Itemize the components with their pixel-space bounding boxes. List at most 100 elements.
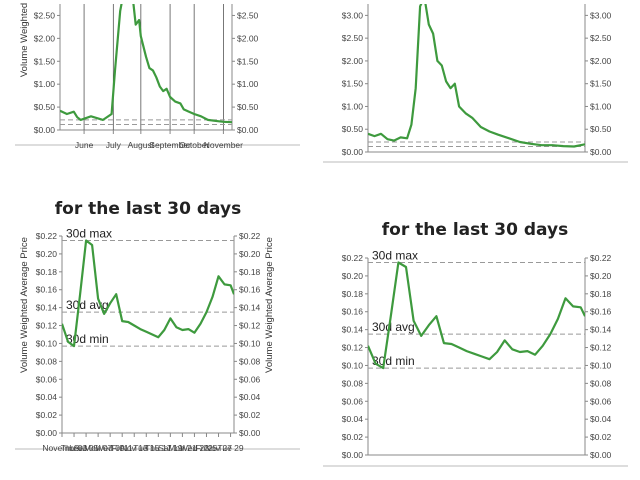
y-tick-label: $0.00 (36, 428, 58, 438)
y-tick-label-right: $2.00 (590, 56, 612, 66)
y-tick-label-right: $0.04 (590, 414, 612, 424)
y-tick-label-right: $0.06 (239, 374, 261, 384)
y-tick-label: $0.50 (34, 102, 56, 112)
reference-label: 30d avg (66, 298, 109, 312)
x-tick-label: Tue 15 (133, 443, 159, 453)
chart-bottom-right: for the last 30 days $0.00 $0.00 $0.02 $0.02… (323, 220, 628, 467)
y-tick-label: $2.00 (342, 56, 364, 66)
y-tick-label-right: $0.00 (237, 125, 259, 135)
x-tick-label: September (149, 140, 191, 150)
x-tick-label: July (106, 140, 122, 150)
reference-label: 30d min (66, 332, 109, 346)
y-tick-label-right: $0.10 (590, 360, 612, 370)
y-tick-label-right: $2.50 (237, 10, 259, 20)
x-tick-label: Sat 05 (74, 443, 99, 453)
x-tick-label: November (204, 140, 243, 150)
chart-bottom-left: for the last 30 days Volume Weighted Aver… (15, 199, 300, 453)
y-tick-label: $0.14 (36, 303, 58, 313)
y-tick-label-right: $0.20 (239, 249, 261, 259)
y-tick-label-right: $1.50 (590, 79, 612, 89)
y-tick-label-right: $0.10 (239, 338, 261, 348)
series-line (368, 261, 585, 370)
reference-label: 30d max (372, 248, 418, 262)
x-tick-label: Fri 11 (112, 443, 133, 453)
y-tick-label-right: $0.22 (239, 231, 261, 241)
y-tick-label-right: $0.18 (590, 289, 612, 299)
y-tick-label: $1.00 (342, 101, 364, 111)
y-tick-label-right: $2.00 (237, 33, 259, 43)
y-tick-label: $0.22 (342, 253, 364, 263)
y-axis-label-right: Volume Weighted Average Price (264, 237, 275, 373)
y-tick-label-right: $1.50 (237, 56, 259, 66)
y-tick-label: $1.00 (34, 79, 56, 89)
y-tick-label: $1.50 (342, 79, 364, 89)
y-tick-label-right: $0.20 (590, 271, 612, 281)
y-tick-label: $1.50 (34, 56, 56, 66)
series-line (60, 4, 232, 124)
x-tick-label: November (42, 443, 81, 453)
y-tick-label: $0.00 (342, 147, 364, 157)
series-line (62, 239, 234, 348)
y-tick-label: $0.18 (36, 267, 58, 277)
y-tick-label: $3.00 (342, 10, 364, 20)
y-tick-label: $0.06 (36, 374, 58, 384)
series-line (368, 4, 585, 148)
x-tick-label: Tue 29 (217, 443, 243, 453)
y-tick-label-right: $0.08 (590, 378, 612, 388)
y-tick-label: $0.04 (342, 414, 364, 424)
y-tick-label-right: $0.12 (590, 343, 612, 353)
y-tick-label: $0.00 (342, 450, 364, 460)
y-tick-label: $0.06 (342, 396, 364, 406)
chart-title: for the last 30 days (55, 199, 241, 219)
y-tick-label: $0.16 (36, 285, 58, 295)
x-tick-label: October (179, 140, 209, 150)
y-tick-label-right: $0.00 (239, 428, 261, 438)
y-tick-label-right: $0.00 (590, 147, 612, 157)
y-tick-label: $2.50 (342, 33, 364, 43)
y-tick-label: $0.10 (342, 360, 364, 370)
y-tick-label: $0.50 (342, 124, 364, 134)
y-tick-label-right: $2.50 (590, 33, 612, 43)
y-tick-label: $0.20 (342, 271, 364, 281)
x-tick-label: Wed 23 (180, 443, 209, 453)
y-tick-label: $0.08 (342, 378, 364, 388)
y-tick-label-right: $0.12 (239, 321, 261, 331)
y-tick-label: $0.10 (36, 338, 58, 348)
y-tick-label: $0.02 (342, 432, 364, 442)
y-tick-label-right: $0.18 (239, 267, 261, 277)
y-tick-label: $2.50 (34, 10, 56, 20)
x-tick-label: Fri 25 (196, 443, 218, 453)
y-tick-label-right: $0.50 (237, 102, 259, 112)
x-tick-label: Thu 03 (61, 443, 88, 453)
y-tick-label: $0.02 (36, 410, 58, 420)
y-tick-label: $0.22 (36, 231, 58, 241)
y-tick-label-right: $1.00 (237, 79, 259, 89)
x-tick-label: Wed 09 (96, 443, 125, 453)
y-tick-label-right: $0.14 (239, 303, 261, 313)
y-axis-label: Volume Weighted Average Price (19, 237, 30, 373)
y-tick-label-right: $0.14 (590, 325, 612, 335)
y-tick-label: $0.04 (36, 392, 58, 402)
y-tick-label-right: $0.16 (239, 285, 261, 295)
y-tick-label-right: $0.16 (590, 307, 612, 317)
y-tick-label-right: $0.22 (590, 253, 612, 263)
x-tick-label: August (128, 140, 155, 150)
y-tick-label: $0.00 (34, 125, 56, 135)
y-tick-label: $0.14 (342, 325, 364, 335)
y-tick-label: $0.12 (36, 321, 58, 331)
y-tick-label: $0.16 (342, 307, 364, 317)
y-tick-label-right: $0.04 (239, 392, 261, 402)
y-tick-label-right: $0.02 (239, 410, 261, 420)
x-tick-label: Nov 27 (205, 443, 232, 453)
x-tick-label: Thu 17 (145, 443, 172, 453)
y-tick-label-right: $0.08 (239, 356, 261, 366)
y-tick-label-right: $1.00 (590, 101, 612, 111)
x-tick-label: Sat 19 (158, 443, 183, 453)
reference-label: 30d avg (372, 320, 415, 334)
x-tick-label: Mon 07 (84, 443, 113, 453)
reference-label: 30d max (66, 226, 112, 240)
y-tick-label: $0.18 (342, 289, 364, 299)
y-tick-label: $0.08 (36, 356, 58, 366)
y-tick-label: $0.20 (36, 249, 58, 259)
y-tick-label-right: $3.00 (590, 10, 612, 20)
